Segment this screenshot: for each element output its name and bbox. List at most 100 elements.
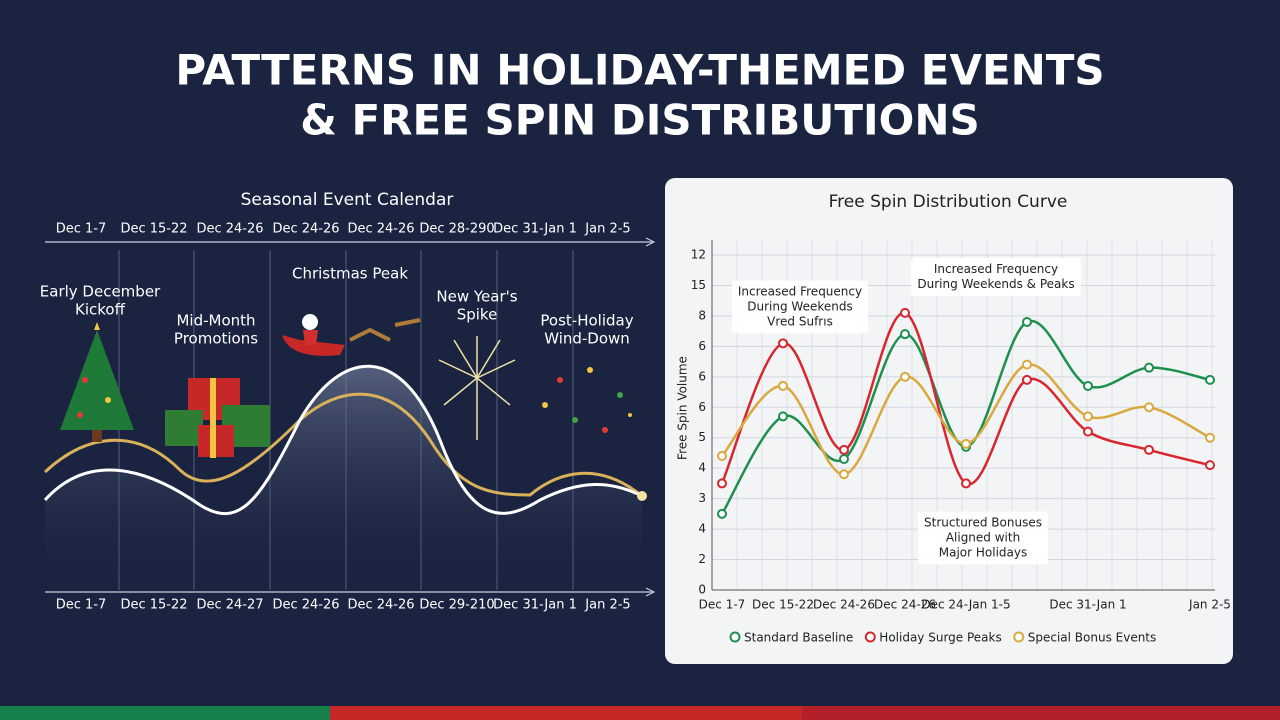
y-tick-label: 5 (698, 430, 706, 444)
heading: & FREE SPIN DISTRIBUTIONS (300, 96, 980, 145)
point (1144, 362, 1154, 373)
event-label: Early December (40, 283, 161, 301)
footer-bar (330, 706, 802, 720)
y-tick-label: 4 (698, 522, 706, 536)
annotation: Structured Bonuses (924, 516, 1042, 530)
annotation: Increased Frequency (934, 262, 1058, 276)
y-tick-label: 6 (698, 369, 706, 383)
y-tick-label: 6 (698, 400, 706, 414)
event-label: Promotions (174, 330, 258, 348)
point (1144, 444, 1154, 455)
date-label: Jan 2-5 (584, 222, 630, 237)
y-tick-label: 6 (698, 339, 706, 353)
date-label: Dec 24-26 (347, 598, 414, 613)
point (717, 508, 727, 519)
point (1144, 402, 1154, 413)
confetti (542, 367, 632, 433)
calendar-title: Seasonal Event Calendar (241, 190, 454, 210)
annotation: Aligned with (946, 531, 1020, 545)
event-label: Mid-Month (176, 312, 255, 330)
event-label: New Year's (436, 288, 517, 306)
annotation: During Weekends & Peaks (917, 277, 1074, 291)
point (1205, 374, 1215, 385)
event-label: Spike (457, 306, 498, 324)
annotation: Major Holidays (939, 546, 1028, 560)
end-dot (637, 491, 647, 501)
date-label: Dec 1-7 (56, 598, 107, 613)
x-tick-label: Dec 24-Jan 1-5 (921, 598, 1010, 612)
legend-label: Holiday Surge Peaks (879, 631, 1001, 645)
point (1205, 432, 1215, 443)
date-label: Dec 15-22 (120, 222, 187, 237)
legend-marker (1013, 631, 1025, 643)
point (900, 329, 910, 340)
point (717, 478, 727, 489)
annotation: During Weekends (747, 300, 852, 314)
date-label: Dec 24-27 (196, 598, 263, 613)
x-tick-label: Dec 24-26 (813, 598, 875, 612)
date-label: Jan 2-5 (584, 598, 630, 613)
y-tick-label: 12 (691, 248, 706, 262)
point (900, 307, 910, 318)
y-axis-label: Free Spin Volume (676, 356, 690, 460)
event-label: Post-Holiday (540, 312, 633, 330)
point (778, 380, 788, 391)
footer-bar (802, 706, 1280, 720)
point (778, 411, 788, 422)
x-tick-label: Dec 24-26 (874, 598, 936, 612)
x-tick-label: Dec 1-7 (699, 598, 746, 612)
annotation-box (918, 511, 1048, 565)
x-tick-label: Dec 31-Jan 1 (1049, 598, 1126, 612)
gifts (165, 378, 270, 458)
area-decor (45, 366, 642, 590)
point (1083, 380, 1093, 391)
annotation-box (911, 258, 1081, 296)
date-label: Dec 31-Jan 1 (493, 598, 577, 613)
date-label: Dec 24-26 (347, 222, 414, 237)
annotation-box (732, 280, 868, 334)
y-tick-label: 8 (698, 308, 706, 322)
y-tick-label: 3 (698, 491, 706, 505)
event-label: Christmas Peak (292, 265, 408, 283)
white-curve (43, 364, 643, 516)
sleigh (282, 314, 421, 356)
annotation: Increased Frequency (738, 285, 862, 299)
point (1022, 317, 1032, 327)
date-label: Dec 28-290 (419, 222, 494, 237)
point (717, 451, 727, 461)
event-label: Wind-Down (544, 330, 630, 348)
date-label: Dec 24-26 (272, 222, 339, 237)
point (839, 454, 849, 465)
date-label: Dec 15-22 (120, 598, 187, 613)
date-label: Dec 1-7 (56, 222, 107, 237)
event-label: Kickoff (75, 301, 126, 319)
firework (438, 336, 516, 440)
legend-marker (729, 631, 741, 643)
point (1205, 460, 1215, 471)
point (961, 478, 971, 489)
point (839, 444, 849, 455)
annotation: Vred Sufrıs (767, 315, 833, 329)
chart-title: Free Spin Distribution Curve (829, 192, 1068, 212)
y-tick-label: 0 (698, 583, 706, 597)
point (1083, 411, 1093, 422)
point (778, 338, 788, 349)
date-label: Dec 24-26 (196, 222, 263, 237)
series-line (720, 311, 1211, 486)
point (900, 371, 910, 382)
chart-panel (665, 178, 1233, 664)
legend-label: Special Bonus Events (1028, 631, 1157, 645)
x-tick-label: Dec 15-22 (752, 598, 814, 612)
point (961, 438, 971, 449)
y-tick-label: 4 (698, 461, 706, 475)
y-tick-label: 2 (698, 552, 706, 566)
footer-bar (0, 706, 330, 720)
heading: PATTERNS IN HOLIDAY-THEMED EVENTS (175, 46, 1104, 95)
series-line (721, 363, 1211, 476)
gold-curve (43, 392, 643, 498)
date-label: Dec 24-26 (272, 598, 339, 613)
point (1083, 426, 1093, 437)
point (1022, 359, 1032, 370)
y-tick-label: 15 (691, 278, 706, 292)
